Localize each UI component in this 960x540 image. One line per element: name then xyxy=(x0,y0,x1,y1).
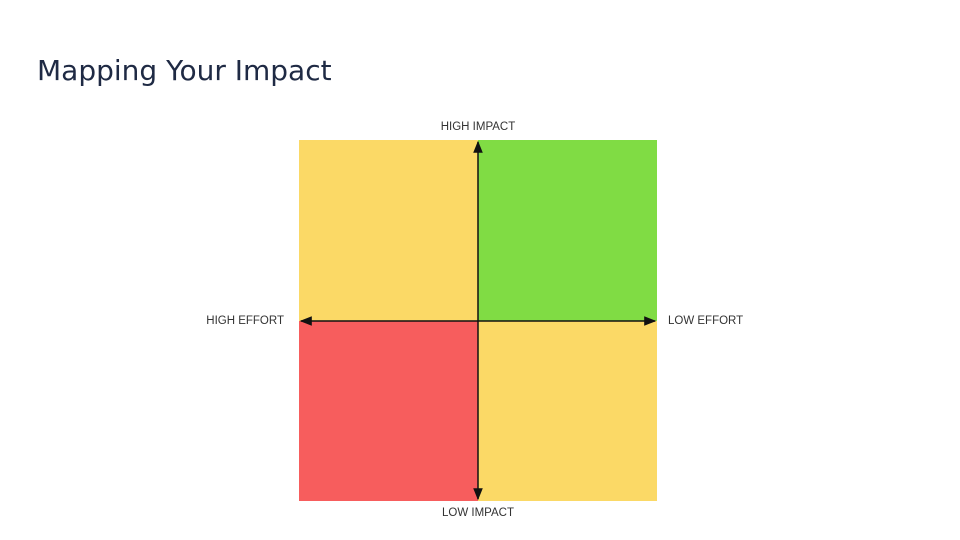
axis-label: HIGH IMPACT xyxy=(441,121,516,133)
quadrant xyxy=(478,140,657,321)
axis-label: LOW EFFORT xyxy=(668,315,743,327)
slide-title: Mapping Your Impact xyxy=(37,54,332,87)
quadrant xyxy=(478,321,657,501)
quadrant xyxy=(299,140,478,321)
quadrant xyxy=(299,321,478,501)
axis-label: HIGH EFFORT xyxy=(206,315,284,327)
axis-label: LOW IMPACT xyxy=(442,507,514,519)
